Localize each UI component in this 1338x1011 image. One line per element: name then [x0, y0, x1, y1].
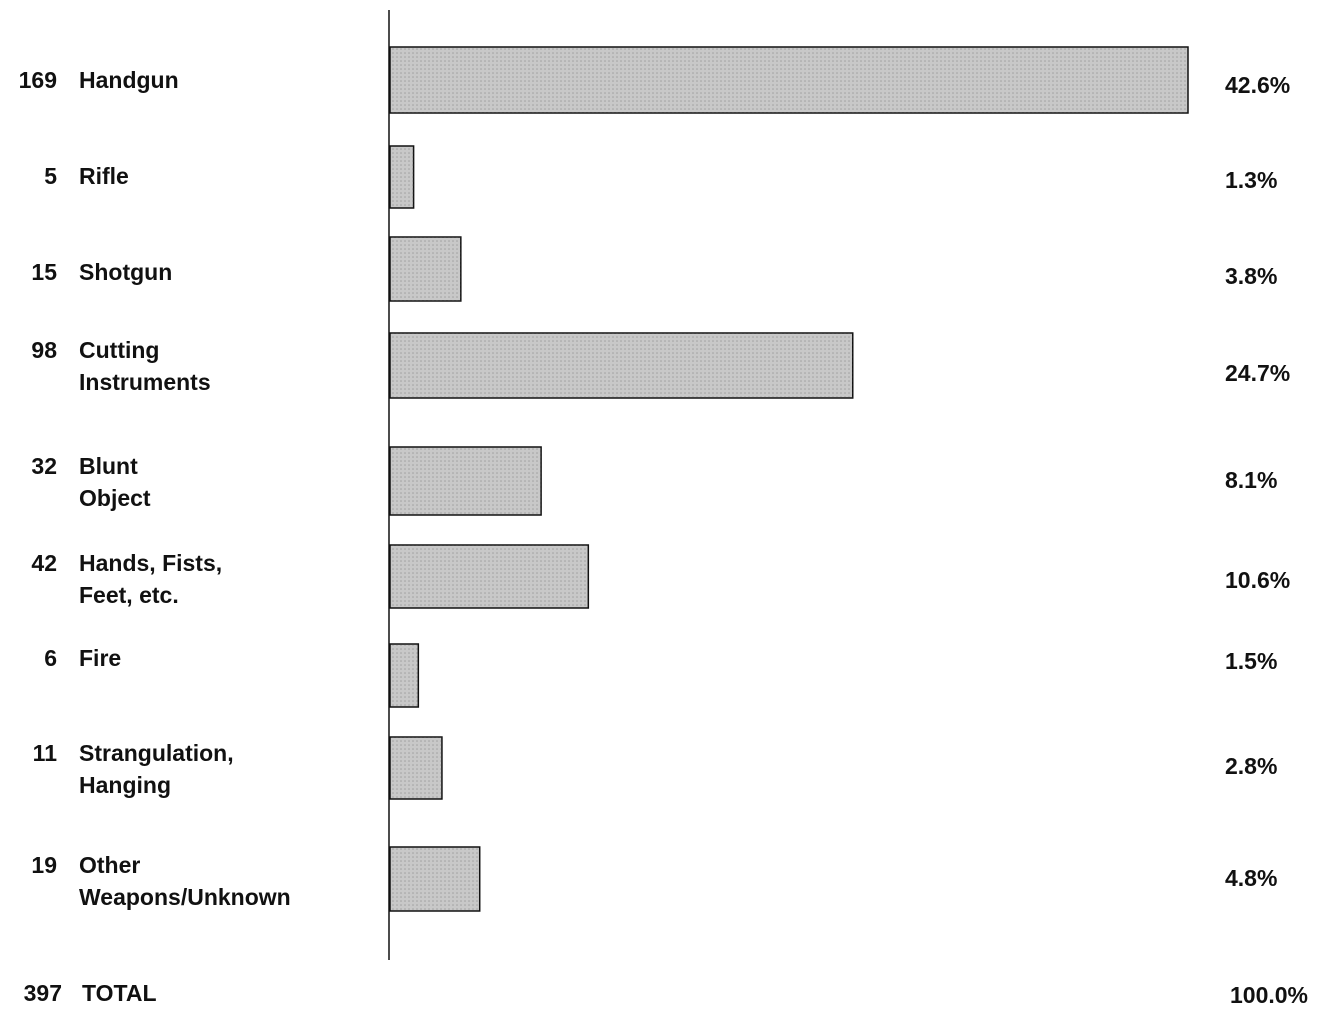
bar [389, 145, 415, 209]
category-label: Instruments [79, 369, 211, 395]
category-label: Hands, Fists, [79, 550, 222, 576]
category-label: Feet, etc. [79, 582, 179, 608]
bar [389, 643, 420, 708]
bar [389, 236, 462, 302]
category-label: Cutting [79, 337, 159, 363]
count-label: 32 [31, 453, 57, 479]
percent-label: 3.8% [1225, 263, 1277, 289]
category-label: Rifle [79, 163, 129, 189]
total-value: 397 [24, 980, 62, 1006]
category-label: Hanging [79, 772, 171, 798]
category-label: Blunt [79, 453, 138, 479]
percent-label: 8.1% [1225, 467, 1277, 493]
count-label: 19 [31, 852, 57, 878]
total-label: TOTAL [82, 980, 157, 1006]
category-label: Strangulation, [79, 740, 234, 766]
percent-label: 42.6% [1225, 72, 1290, 98]
count-label: 42 [31, 550, 57, 576]
category-label: Shotgun [79, 259, 172, 285]
percent-label: 4.8% [1225, 865, 1277, 891]
percent-label: 10.6% [1225, 567, 1290, 593]
bar [389, 846, 481, 912]
count-label: 6 [44, 645, 57, 671]
category-label: Fire [79, 645, 121, 671]
count-label: 15 [31, 259, 57, 285]
total-percent: 100.0% [1230, 982, 1308, 1008]
count-label: 169 [19, 67, 57, 93]
percent-label: 2.8% [1225, 753, 1277, 779]
bar [389, 446, 542, 516]
bar [389, 736, 443, 800]
category-label: Other [79, 852, 140, 878]
category-label: Object [79, 485, 151, 511]
category-label: Handgun [79, 67, 179, 93]
percent-label: 1.5% [1225, 648, 1277, 674]
bar [389, 544, 590, 609]
percent-label: 1.3% [1225, 167, 1277, 193]
bar [389, 46, 1189, 114]
count-label: 5 [44, 163, 57, 189]
bar [389, 332, 854, 399]
category-label: Weapons/Unknown [79, 884, 291, 910]
percent-label: 24.7% [1225, 360, 1290, 386]
count-label: 11 [33, 740, 58, 766]
count-label: 98 [31, 337, 57, 363]
